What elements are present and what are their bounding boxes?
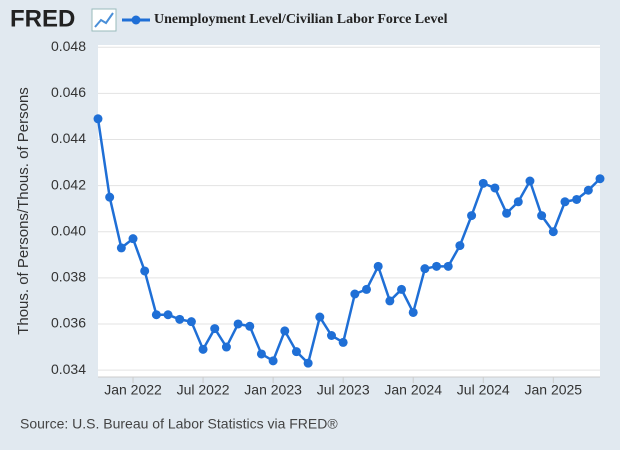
legend-label: Unemployment Level/Civilian Labor Force …	[154, 12, 448, 27]
data-point	[245, 321, 255, 331]
data-point	[513, 197, 523, 207]
data-point	[198, 344, 208, 354]
data-point	[560, 197, 570, 207]
data-point	[326, 331, 336, 340]
data-point	[116, 243, 126, 253]
data-point	[163, 310, 173, 320]
data-point	[408, 307, 418, 317]
legend-marker	[131, 15, 141, 25]
data-point	[502, 208, 512, 218]
data-point	[280, 326, 290, 336]
data-point	[467, 211, 477, 221]
data-point	[315, 312, 325, 322]
data-point	[478, 178, 488, 188]
logo: FRED	[10, 5, 75, 32]
x-tick-label: Jul 2022	[177, 382, 230, 398]
y-tick-label: 0.044	[51, 130, 86, 146]
data-point	[537, 211, 547, 221]
data-point	[455, 241, 465, 251]
y-axis-label: Thous. of Persons/Thous. of Persons	[15, 87, 32, 335]
data-point	[186, 317, 196, 327]
source: Source: U.S. Bureau of Labor Statistics …	[20, 416, 338, 432]
data-point	[420, 264, 430, 274]
y-tick-label: 0.034	[51, 361, 86, 377]
data-point	[583, 185, 593, 195]
x-tick-label: Jul 2023	[317, 382, 370, 398]
x-tick-label: Jul 2024	[457, 382, 510, 398]
data-point	[221, 342, 231, 352]
data-point	[140, 266, 150, 276]
data-point	[548, 227, 558, 237]
logo-icon	[91, 8, 117, 32]
data-point	[432, 261, 442, 271]
data-point	[291, 347, 301, 357]
data-point	[268, 356, 278, 366]
data-point	[385, 296, 395, 306]
data-point	[128, 234, 138, 244]
data-point	[233, 319, 243, 329]
data-point	[350, 289, 360, 299]
data-point	[303, 358, 313, 368]
y-tick-label: 0.048	[51, 38, 86, 54]
y-tick-label: 0.038	[51, 269, 86, 285]
plot-area	[98, 45, 600, 377]
data-point	[256, 349, 266, 359]
y-tick-label: 0.046	[51, 84, 86, 100]
x-tick-label: Jan 2022	[104, 382, 162, 398]
data-point	[175, 314, 185, 324]
data-point	[397, 284, 407, 294]
y-tick-label: 0.042	[51, 176, 86, 192]
y-tick-label: 0.040	[51, 222, 86, 238]
data-point	[525, 176, 535, 186]
data-point	[490, 183, 500, 193]
data-point	[151, 310, 161, 320]
data-point	[210, 324, 220, 334]
x-tick-label: Jan 2025	[524, 382, 582, 398]
y-tick-label: 0.036	[51, 315, 86, 331]
data-point	[362, 284, 372, 294]
x-tick-label: Jan 2024	[384, 382, 442, 398]
data-point	[595, 174, 605, 184]
data-point	[93, 114, 103, 124]
x-tick-label: Jan 2023	[244, 382, 302, 398]
data-point	[338, 337, 348, 347]
data-point	[373, 261, 383, 271]
data-point	[572, 194, 582, 204]
data-point	[105, 192, 115, 202]
data-point	[443, 261, 453, 271]
